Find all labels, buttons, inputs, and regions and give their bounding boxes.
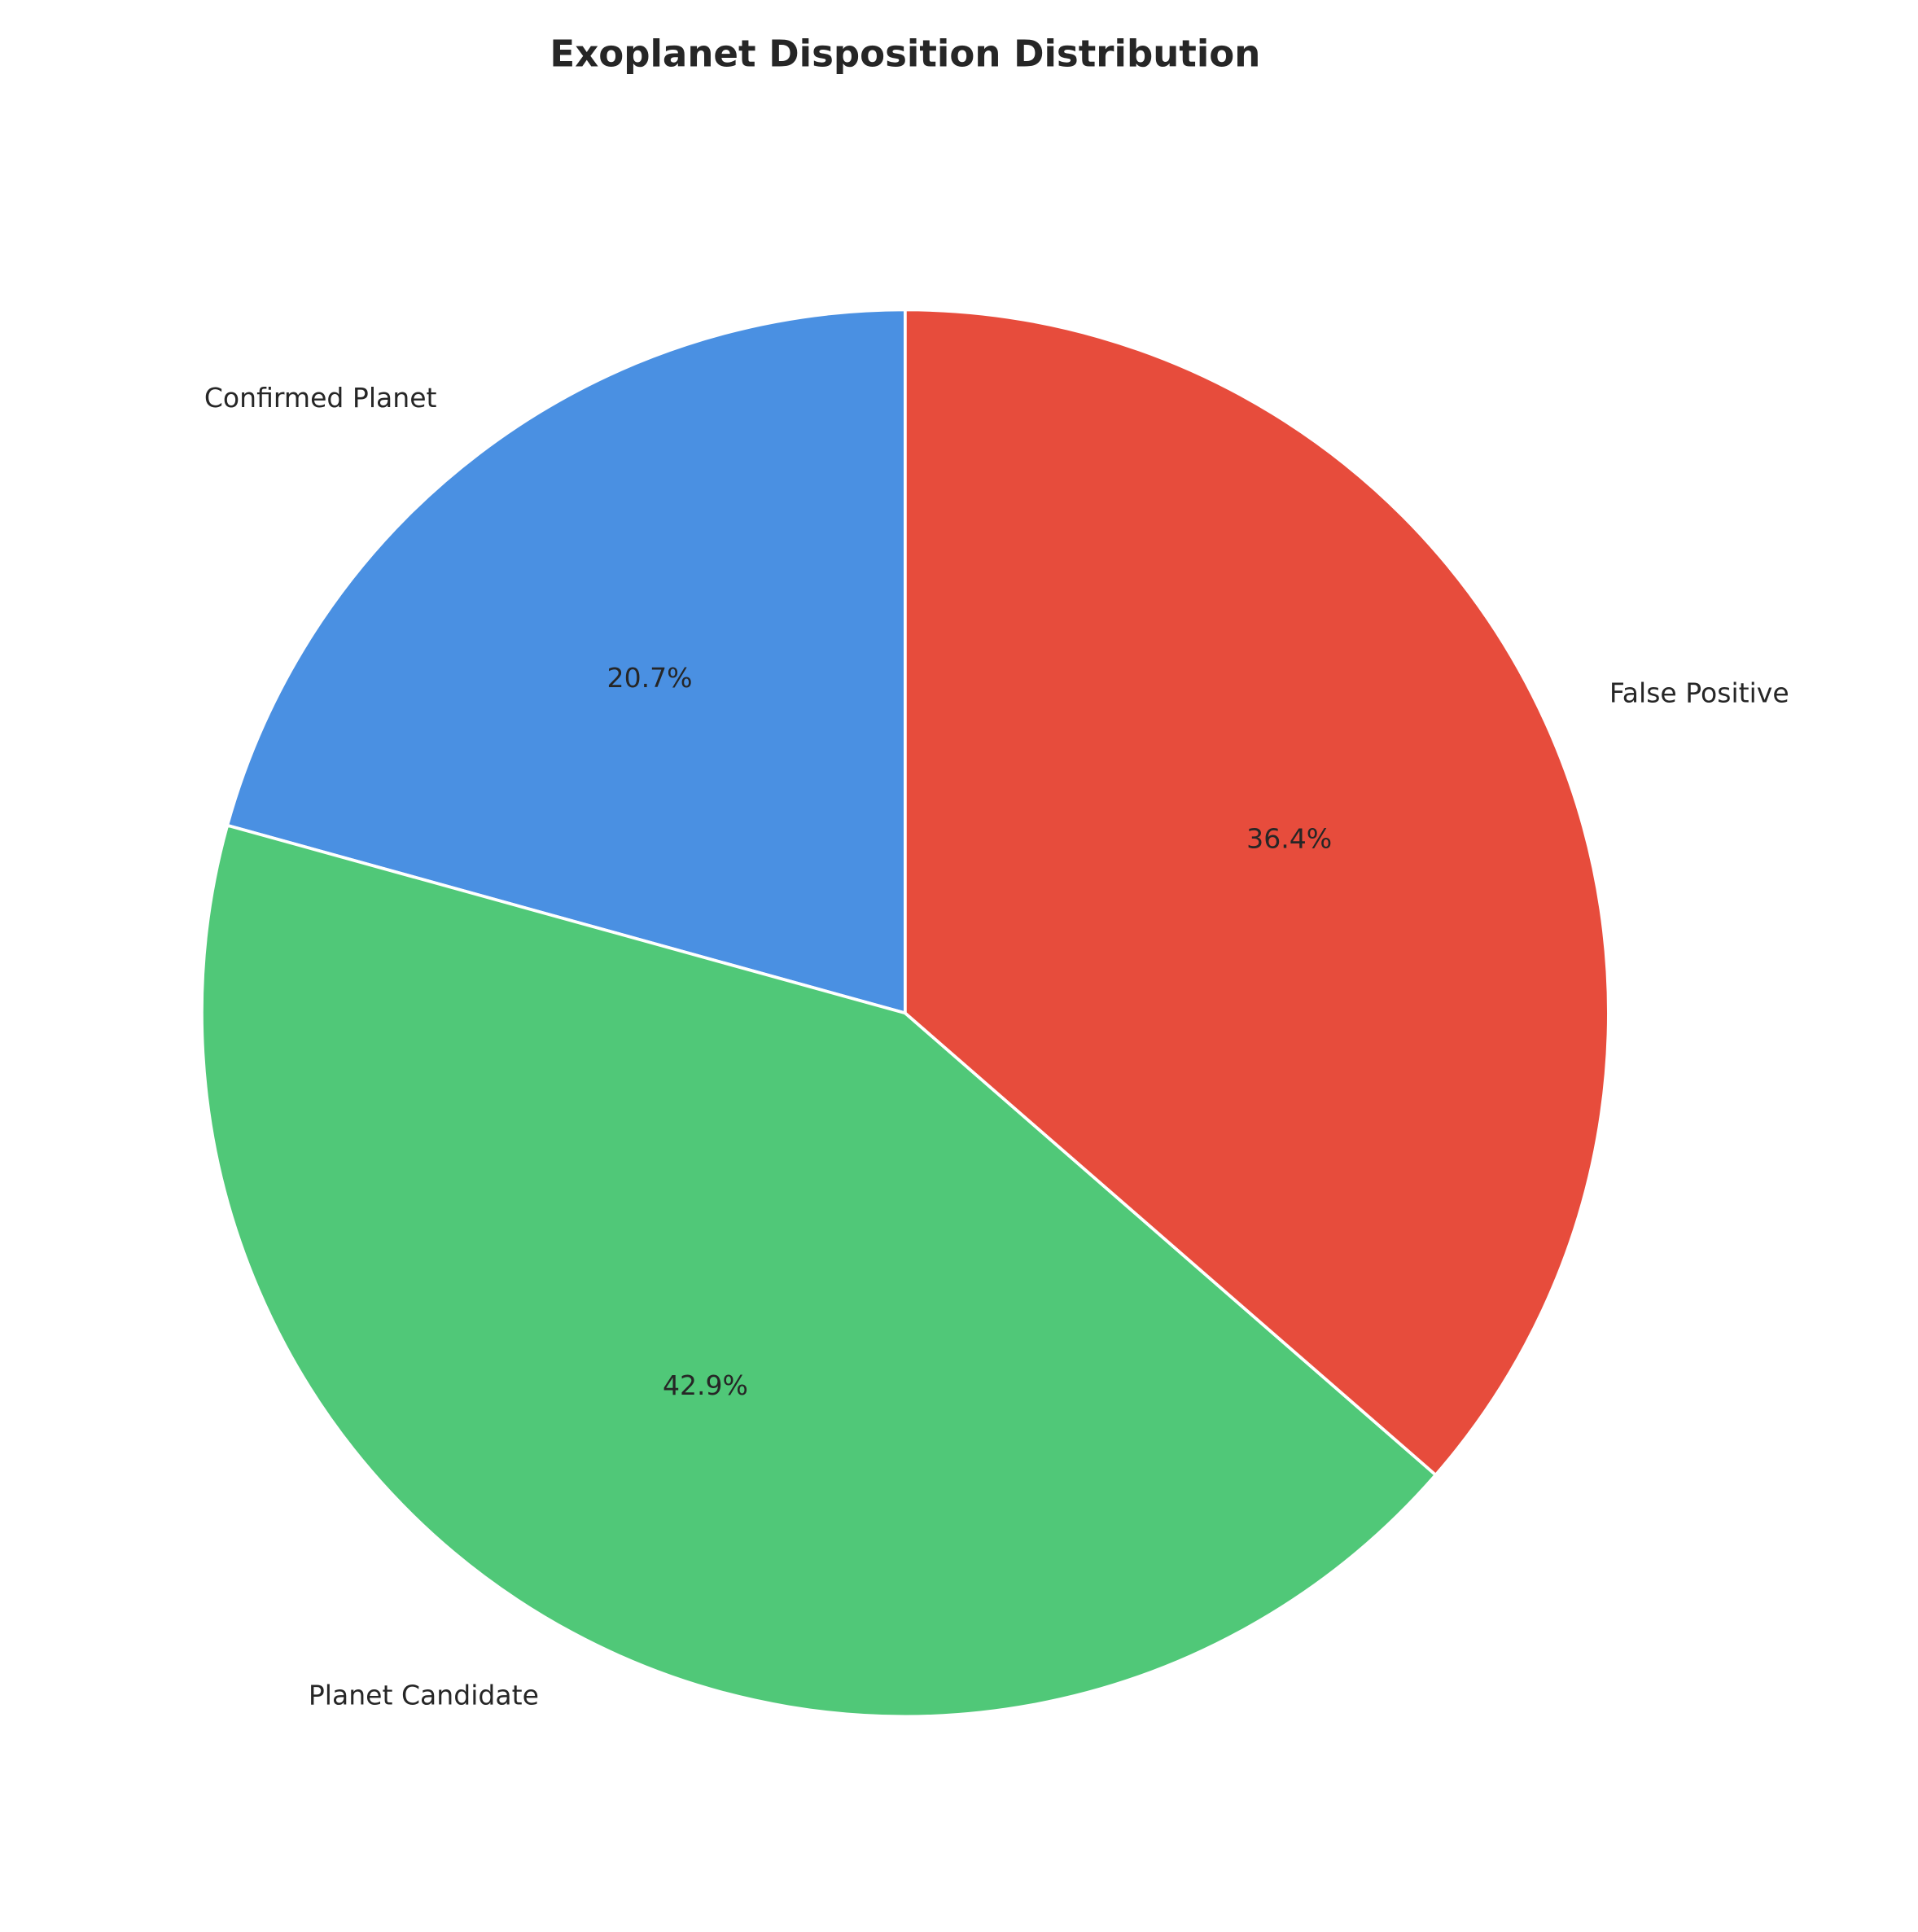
pie-slice-planet-candidate	[200, 823, 1438, 1719]
slice-label: False Positive	[1609, 677, 1789, 709]
slice-label: Planet Candidate	[309, 1679, 539, 1711]
slice-percent-label: 36.4%	[1246, 823, 1332, 855]
slice-label: Confirmed Planet	[204, 382, 437, 414]
slice-percent-label: 20.7%	[607, 662, 693, 694]
slice-percent-label: 42.9%	[663, 1369, 748, 1401]
chart-title: Exoplanet Disposition Distribution	[550, 32, 1260, 75]
pie-slice-false-positive	[904, 308, 1610, 1478]
pie-slice-confirmed-planet	[225, 308, 907, 1015]
